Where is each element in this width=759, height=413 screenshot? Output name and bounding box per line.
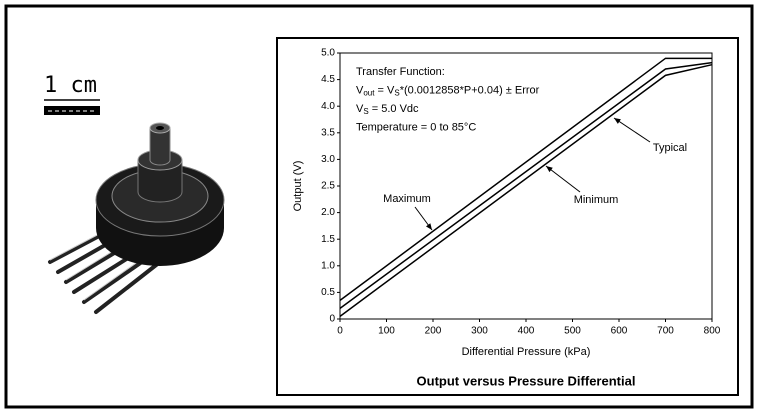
x-tick-label: 700	[657, 326, 674, 337]
x-tick-label: 800	[704, 326, 721, 337]
annotation-text: Temperature = 0 to 85°C	[356, 121, 476, 133]
x-tick-label: 400	[518, 326, 535, 337]
annotation: Transfer Function:	[356, 66, 445, 78]
y-axis-label: Output (V)	[292, 161, 304, 212]
label-arrow	[613, 117, 651, 143]
chart-title: Output versus Pressure Differential	[417, 373, 636, 388]
annotation-text: *(0.0012858*P+0.04) ± Error	[400, 84, 540, 96]
y-tick-label: 4.5	[321, 74, 335, 85]
series-line	[339, 61, 713, 309]
y-tick-label: 1.5	[321, 234, 335, 245]
sensor-drawing	[48, 122, 225, 314]
annotation-text: V	[356, 84, 364, 96]
label-arrow	[545, 165, 581, 193]
x-tick-label: 200	[425, 326, 442, 337]
x-tick-label: 100	[378, 326, 395, 337]
annotation-text: V	[356, 103, 364, 115]
series-label: Minimum	[574, 194, 619, 206]
chart-frame	[276, 37, 739, 396]
series-line	[339, 63, 713, 317]
y-tick-label: 1.0	[321, 260, 335, 271]
x-tick-label: 500	[564, 326, 581, 337]
annotation-text: = V	[374, 84, 395, 96]
annotation-text: Transfer Function:	[356, 66, 445, 78]
annotation-subscript: out	[363, 89, 375, 98]
x-tick-label: 600	[611, 326, 628, 337]
arrow-head	[546, 166, 553, 173]
scale-label: 1 cm	[44, 73, 97, 98]
y-tick-label: 2.5	[321, 181, 335, 192]
annotation: Temperature = 0 to 85°C	[356, 121, 476, 133]
series-label: Maximum	[383, 193, 431, 205]
y-tick-label: 4.0	[321, 101, 335, 112]
y-tick-label: 5.0	[321, 48, 335, 59]
annotation-subscript: S	[363, 107, 368, 116]
series-label: Typical	[653, 142, 687, 154]
y-tick-label: 0.5	[321, 287, 335, 298]
x-tick-label: 0	[337, 326, 343, 337]
annotation-text: = 5.0 Vdc	[369, 103, 419, 115]
y-tick-label: 0	[329, 314, 335, 325]
arrow-head	[425, 223, 432, 230]
x-tick-label: 300	[471, 326, 488, 337]
annotation-subscript: S	[394, 89, 399, 98]
x-axis-label: Differential Pressure (kPa)	[462, 346, 591, 358]
y-tick-label: 2.0	[321, 207, 335, 218]
y-tick-label: 3.0	[321, 154, 335, 165]
y-tick-label: 3.5	[321, 127, 335, 138]
arrow-head	[614, 118, 621, 124]
annotation: VS = 5.0 Vdc	[356, 103, 419, 116]
series-line	[339, 57, 712, 301]
annotation: Vout = VS*(0.0012858*P+0.04) ± Error	[356, 84, 540, 97]
